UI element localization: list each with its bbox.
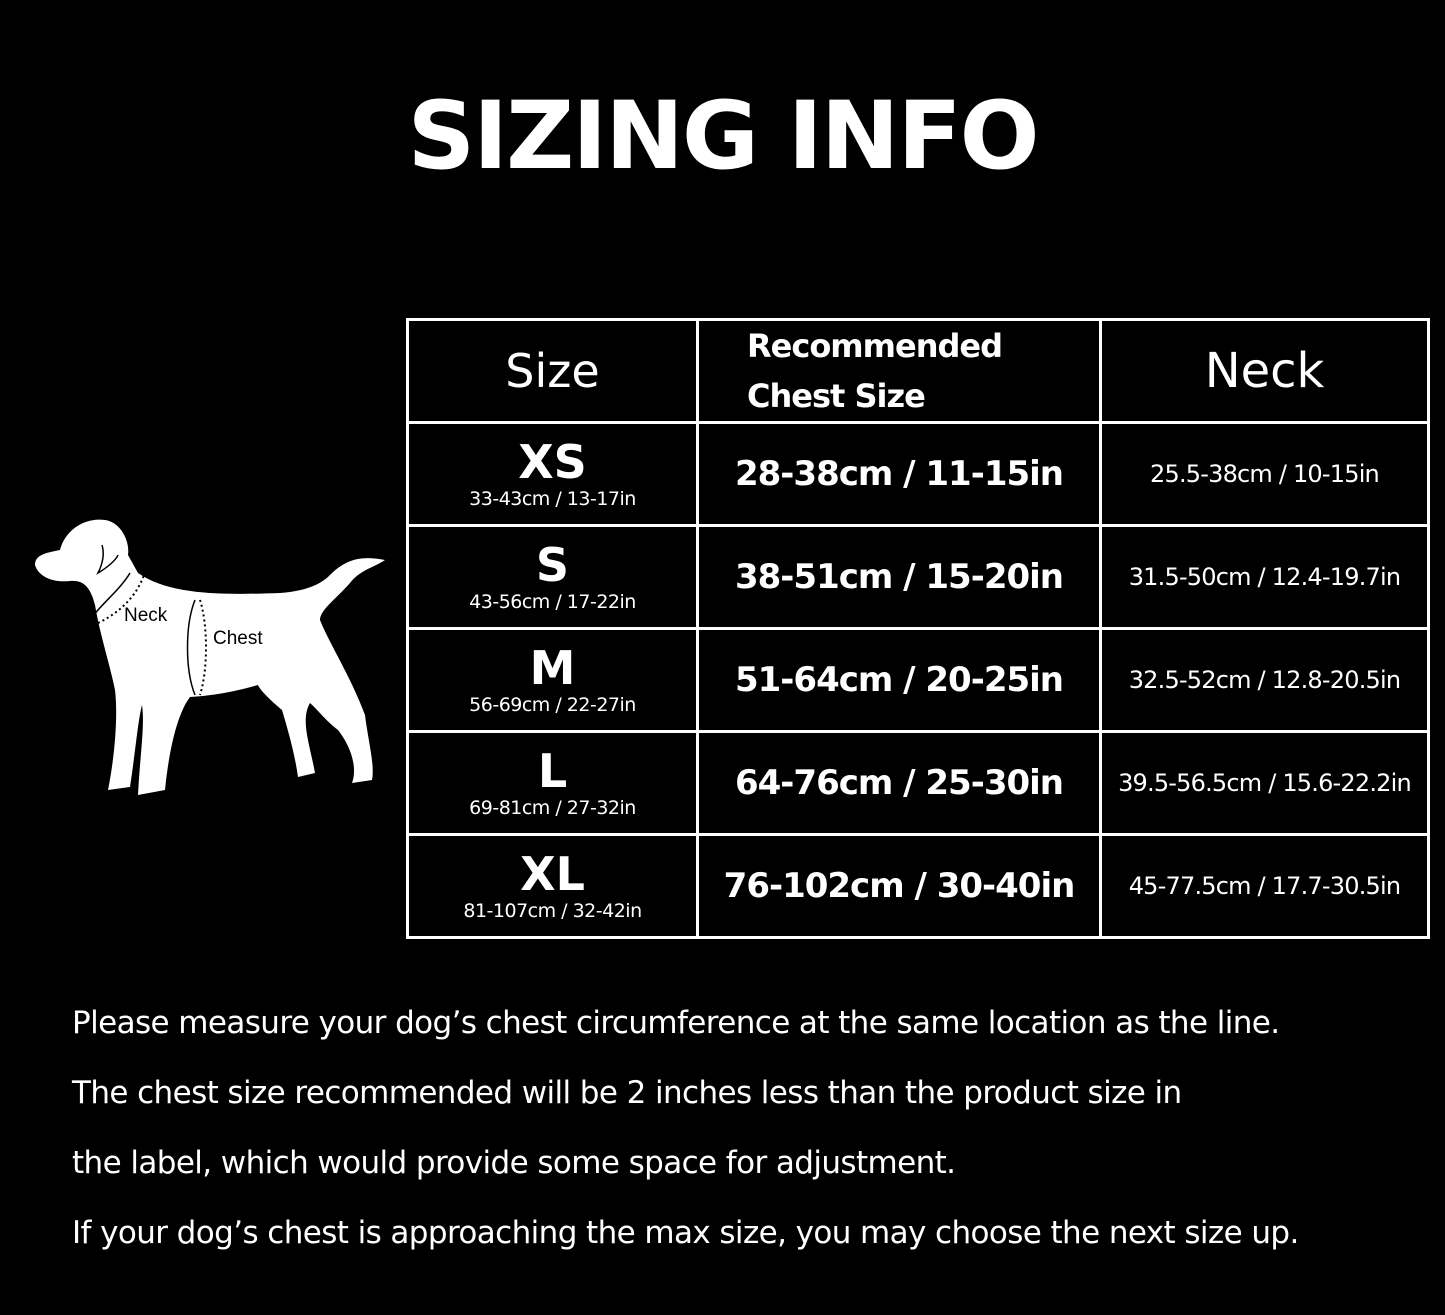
header-chest: Recommended Chest Size — [696, 318, 1102, 424]
neck-cell: 31.5-50cm / 12.4-19.7in — [1099, 524, 1430, 630]
dog-measurement-diagram: Neck Chest — [35, 519, 385, 795]
neck-cell: 32.5-52cm / 12.8-20.5in — [1099, 627, 1430, 733]
size-label: S — [535, 538, 570, 592]
table-row: S 43-56cm / 17-22in 38-51cm / 15-20in 31.… — [406, 524, 1430, 630]
table-row: M 56-69cm / 22-27in 51-64cm / 20-25in 32.… — [406, 627, 1430, 733]
chest-cell: 38-51cm / 15-20in — [696, 524, 1102, 630]
note-line: Please measure your dog’s chest circumfe… — [72, 1005, 1280, 1041]
header-neck: Neck — [1099, 318, 1430, 424]
header-chest-line2: Chest Size — [747, 377, 926, 415]
size-cell: L 69-81cm / 27-32in — [406, 730, 699, 836]
table-row: XS 33-43cm / 13-17in 28-38cm / 11-15in 25… — [406, 421, 1430, 527]
chest-cell: 64-76cm / 25-30in — [696, 730, 1102, 836]
size-cell: XS 33-43cm / 13-17in — [406, 421, 699, 527]
size-label: L — [537, 744, 568, 798]
table-row: XL 81-107cm / 32-42in 76-102cm / 30-40in … — [406, 833, 1430, 939]
table-header-row: Size Recommended Chest Size Neck — [406, 318, 1430, 424]
header-chest-line1: Recommended — [747, 327, 1003, 365]
size-label: M — [529, 641, 576, 695]
size-cell: M 56-69cm / 22-27in — [406, 627, 699, 733]
chest-cell: 76-102cm / 30-40in — [696, 833, 1102, 939]
page-title: SIZING INFO — [407, 82, 1039, 191]
size-label: XL — [520, 847, 585, 901]
neck-cell: 39.5-56.5cm / 15.6-22.2in — [1099, 730, 1430, 836]
chest-cell: 28-38cm / 11-15in — [696, 421, 1102, 527]
size-cell: S 43-56cm / 17-22in — [406, 524, 699, 630]
size-label: XS — [518, 435, 587, 489]
chest-label: Chest — [213, 628, 263, 649]
product-size: 33-43cm / 13-17in — [469, 488, 636, 510]
sizing-table: Size Recommended Chest Size Neck XS 33-43c… — [406, 318, 1430, 939]
table-row: L 69-81cm / 27-32in 64-76cm / 25-30in 39.… — [406, 730, 1430, 836]
product-size: 56-69cm / 22-27in — [469, 694, 636, 716]
note-line: the label, which would provide some spac… — [72, 1145, 956, 1181]
header-size: Size — [406, 318, 699, 424]
size-cell: XL 81-107cm / 32-42in — [406, 833, 699, 939]
note-line: If your dog’s chest is approaching the m… — [72, 1215, 1299, 1251]
product-size: 81-107cm / 32-42in — [463, 900, 642, 922]
neck-cell: 25.5-38cm / 10-15in — [1099, 421, 1430, 527]
dog-silhouette — [35, 519, 385, 795]
note-line: The chest size recommended will be 2 inc… — [72, 1075, 1182, 1111]
measurement-notes: Please measure your dog’s chest circumfe… — [72, 1000, 1299, 1280]
chest-cell: 51-64cm / 20-25in — [696, 627, 1102, 733]
neck-label: Neck — [124, 605, 168, 626]
neck-cell: 45-77.5cm / 17.7-30.5in — [1099, 833, 1430, 939]
product-size: 69-81cm / 27-32in — [469, 797, 636, 819]
product-size: 43-56cm / 17-22in — [469, 591, 636, 613]
